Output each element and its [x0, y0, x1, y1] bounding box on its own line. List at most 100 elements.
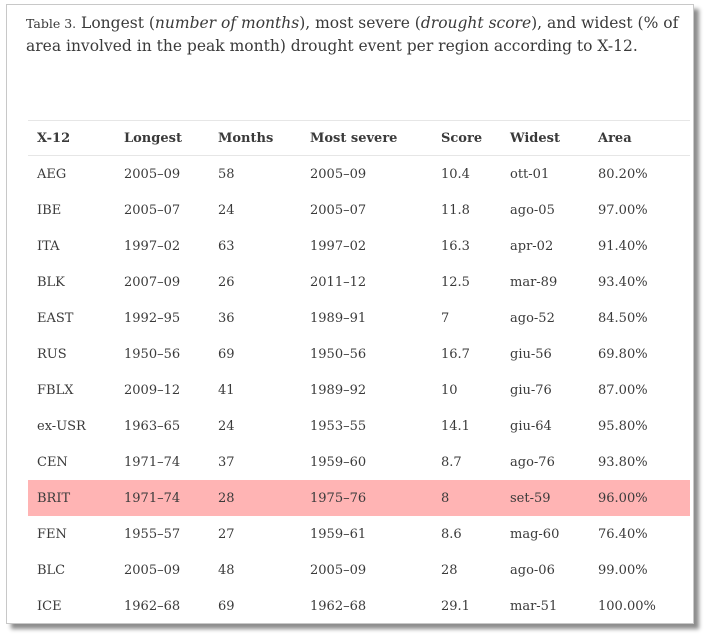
- region-cell: RUS: [37, 346, 67, 362]
- region-cell: FBLX: [37, 382, 74, 398]
- region-cell: BLC: [37, 562, 66, 578]
- table-row: BRIT 1971–74 28 1975–76 8 set-59 96.00%: [28, 480, 690, 516]
- months-cell: 26: [218, 274, 235, 290]
- score-cell: 16.7: [441, 346, 470, 362]
- months-cell: 28: [209, 480, 301, 516]
- caption-text: ), and widest (% of area involved in the…: [26, 14, 679, 55]
- most-severe-cell: 1962–68: [310, 598, 367, 614]
- months-cell: 41: [218, 382, 235, 398]
- widest-cell: mar-89: [510, 274, 558, 290]
- area-cell: 76.40%: [598, 526, 648, 542]
- document-frame: Table 3. Longest (number of months), mos…: [6, 4, 694, 624]
- area-cell: 80.20%: [598, 166, 648, 182]
- widest-cell: giu-56: [510, 346, 552, 362]
- widest-cell: ago-52: [510, 310, 555, 326]
- most-severe-cell: 1997–02: [310, 238, 367, 254]
- area-cell: 91.40%: [598, 238, 648, 254]
- widest-cell: ago-76: [510, 454, 555, 470]
- most-severe-cell: 1959–60: [310, 454, 367, 470]
- region-cell: EAST: [37, 310, 74, 326]
- months-cell: 69: [218, 598, 235, 614]
- longest-cell: 2005–09: [124, 166, 181, 182]
- widest-cell: mar-51: [510, 598, 558, 614]
- longest-cell: 1971–74: [124, 454, 181, 470]
- score-cell: 12.5: [441, 274, 470, 290]
- table-row: BLC 2005–09 48 2005–09 28 ago-06 99.00%: [28, 552, 690, 588]
- score-cell: 11.8: [441, 202, 470, 218]
- table-row: CEN 1971–74 37 1959–60 8.7 ago-76 93.80%: [28, 444, 690, 480]
- region-cell: FEN: [37, 526, 67, 542]
- header-area: Area: [589, 120, 690, 156]
- region-cell: ex-USR: [37, 418, 86, 434]
- region-cell: BLK: [37, 274, 65, 290]
- longest-cell: 1950–56: [124, 346, 181, 362]
- region-cell: ICE: [37, 598, 62, 614]
- most-severe-cell: 1989–92: [310, 382, 367, 398]
- caption-text: ), most severe (: [299, 14, 421, 32]
- region-cell: CEN: [37, 454, 68, 470]
- longest-cell: 2005–07: [124, 202, 181, 218]
- widest-cell: set-59: [501, 480, 589, 516]
- table-row: IBE 2005–07 24 2005–07 11.8 ago-05 97.00%: [28, 192, 690, 228]
- table-caption: Table 3. Longest (number of months), mos…: [26, 12, 691, 58]
- area-cell: 99.00%: [598, 562, 648, 578]
- most-severe-cell: 1975–76: [301, 480, 432, 516]
- most-severe-cell: 1989–91: [310, 310, 367, 326]
- area-cell: 69.80%: [598, 346, 648, 362]
- region-cell: AEG: [37, 166, 67, 182]
- score-cell: 8: [432, 480, 501, 516]
- region-cell: ITA: [37, 238, 60, 254]
- score-cell: 10.4: [441, 166, 470, 182]
- longest-cell: 1997–02: [124, 238, 181, 254]
- longest-cell: 2005–09: [124, 562, 181, 578]
- longest-cell: 1963–65: [124, 418, 181, 434]
- caption-emphasis: number of months: [154, 14, 300, 32]
- table-row: FEN 1955–57 27 1959–61 8.6 mag-60 76.40%: [28, 516, 690, 552]
- longest-cell: 2009–12: [124, 382, 181, 398]
- table-body: AEG 2005–09 58 2005–09 10.4 ott-01 80.20% IBE 20…: [28, 156, 690, 624]
- months-cell: 69: [218, 346, 235, 362]
- drought-table: X-12 Longest Months Most severe Score Wi…: [28, 120, 690, 624]
- most-severe-cell: 2005–09: [310, 166, 367, 182]
- widest-cell: giu-64: [510, 418, 552, 434]
- table-row: EAST 1992–95 36 1989–91 7 ago-52 84.50%: [28, 300, 690, 336]
- longest-cell: 1962–68: [124, 598, 181, 614]
- longest-cell: 1971–74: [115, 480, 209, 516]
- table-row: ITA 1997–02 63 1997–02 16.3 apr-02 91.40%: [28, 228, 690, 264]
- table-row: AEG 2005–09 58 2005–09 10.4 ott-01 80.20%: [28, 156, 690, 192]
- area-cell: 93.80%: [598, 454, 648, 470]
- header-longest: Longest: [115, 120, 209, 156]
- area-cell: 97.00%: [598, 202, 648, 218]
- header-score: Score: [432, 120, 501, 156]
- widest-cell: giu-76: [510, 382, 552, 398]
- most-severe-cell: 2005–09: [310, 562, 367, 578]
- table-row: RUS 1950–56 69 1950–56 16.7 giu-56 69.80%: [28, 336, 690, 372]
- widest-cell: ago-05: [510, 202, 555, 218]
- area-cell: 84.50%: [598, 310, 648, 326]
- months-cell: 36: [218, 310, 235, 326]
- table-row: ex-USR 1963–65 24 1953–55 14.1 giu-64 95.80%: [28, 408, 690, 444]
- table-row: FBLX 2009–12 41 1989–92 10 giu-76 87.00%: [28, 372, 690, 408]
- months-cell: 63: [218, 238, 235, 254]
- area-cell: 100.00%: [598, 598, 656, 614]
- months-cell: 24: [218, 418, 235, 434]
- region-cell: BRIT: [28, 480, 115, 516]
- widest-cell: ott-01: [510, 166, 550, 182]
- most-severe-cell: 1950–56: [310, 346, 367, 362]
- caption-emphasis: drought score: [420, 14, 532, 32]
- score-cell: 29.1: [441, 598, 470, 614]
- table-row: BLK 2007–09 26 2011–12 12.5 mar-89 93.40%: [28, 264, 690, 300]
- most-severe-cell: 2005–07: [310, 202, 367, 218]
- most-severe-cell: 1959–61: [310, 526, 367, 542]
- caption-text: Longest (: [76, 14, 155, 32]
- header-region: X-12: [28, 120, 115, 156]
- widest-cell: apr-02: [510, 238, 554, 254]
- score-cell: 10: [441, 382, 458, 398]
- region-cell: IBE: [37, 202, 62, 218]
- area-cell: 87.00%: [598, 382, 648, 398]
- area-cell: 96.00%: [589, 480, 690, 516]
- header-widest: Widest: [501, 120, 589, 156]
- score-cell: 14.1: [441, 418, 470, 434]
- widest-cell: mag-60: [510, 526, 560, 542]
- months-cell: 58: [218, 166, 235, 182]
